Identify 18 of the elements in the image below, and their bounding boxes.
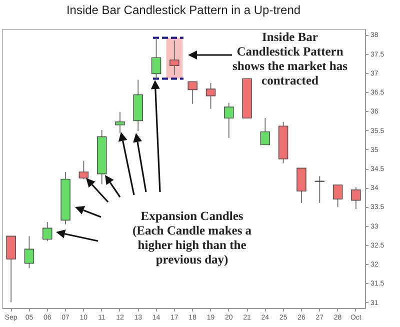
candlestick <box>151 37 162 80</box>
candlestick <box>24 236 34 269</box>
candlestick <box>78 160 89 180</box>
candlestick <box>314 176 324 204</box>
candlestick <box>170 40 180 76</box>
candlestick <box>115 111 125 134</box>
annotation: Expansion Candles (Each Candle makes a higher high than the previous day) <box>132 209 252 266</box>
candlestick <box>206 82 216 110</box>
candlestick <box>188 81 198 104</box>
candlestick <box>6 236 16 303</box>
candlestick <box>260 118 270 146</box>
candlestick <box>332 184 343 208</box>
candlestick <box>296 168 306 204</box>
chart-title: Inside Bar Candlestick Pattern in a Up-trend <box>66 3 301 17</box>
candlestick <box>351 186 361 210</box>
annotation: Inside Bar Candlestick Pattern shows the market has contracted <box>232 30 348 88</box>
candlestick <box>224 102 234 138</box>
candlestick <box>42 222 52 242</box>
